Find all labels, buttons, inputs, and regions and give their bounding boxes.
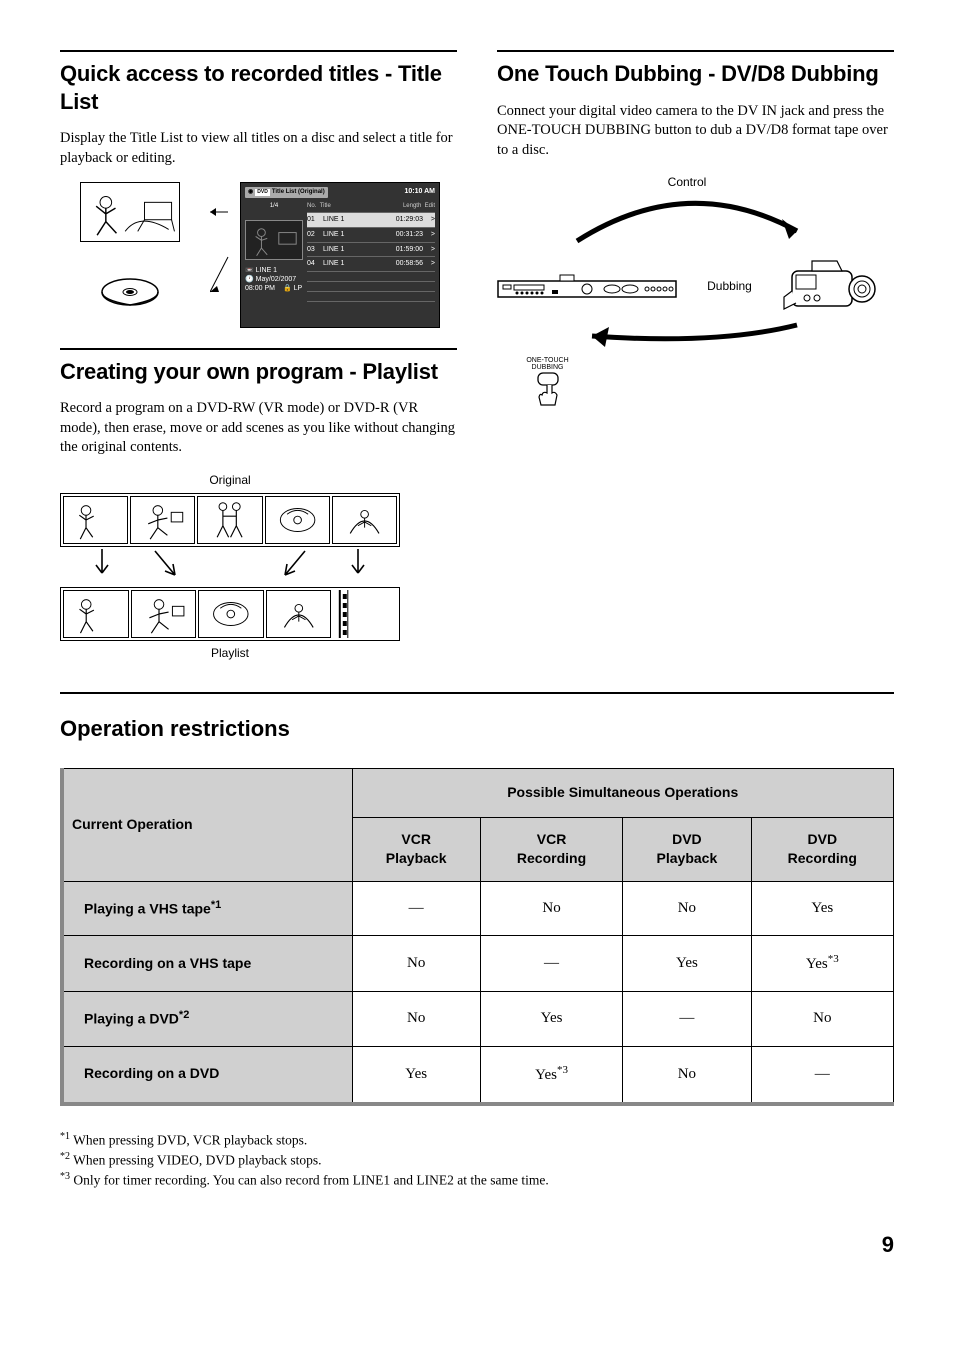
control-label: Control (668, 174, 707, 191)
tl-arrows (210, 182, 230, 328)
tl-badge: ◉ DVD Title List (Original) (245, 187, 328, 197)
rule (60, 692, 894, 694)
table-cell: No (352, 992, 480, 1046)
control-arrow-icon (497, 191, 877, 251)
tl-badge-text: Title List (Original) (272, 188, 325, 196)
title-list-row: 03LINE 101:59:00> (307, 242, 435, 257)
footnote: *1 When pressing DVD, VCR playback stops… (60, 1130, 894, 1150)
footnote: *2 When pressing VIDEO, DVD playback sto… (60, 1150, 894, 1170)
table-cell: Yes*3 (480, 1046, 622, 1104)
tl-table: No. Title Length Edit 01LINE 101:29:03>0… (307, 202, 435, 312)
th-current: Current Operation (62, 769, 352, 882)
right-column: One Touch Dubbing - DV/D8 Dubbing Connec… (497, 50, 894, 682)
dubbing-heading: One Touch Dubbing - DV/D8 Dubbing (497, 60, 894, 88)
top-columns: Quick access to recorded titles - Title … (60, 50, 894, 682)
table-row: Recording on a DVDYesYes*3No— (62, 1046, 894, 1104)
btn-label-2: DUBBING (532, 364, 564, 371)
table-row: Playing a DVD*2NoYes—No (62, 992, 894, 1046)
row-label: Playing a DVD*2 (62, 992, 352, 1046)
row-label: Recording on a DVD (62, 1046, 352, 1104)
tl-left-stack (60, 182, 200, 328)
row-label: Playing a VHS tape*1 (62, 882, 352, 936)
table-cell: Yes*3 (751, 936, 893, 992)
playlist-heading: Creating your own program - Playlist (60, 358, 457, 386)
th-col: VCRPlayback (352, 817, 480, 881)
restrictions-table: Current Operation Possible Simultaneous … (60, 768, 894, 1105)
th-col: DVDPlayback (623, 817, 751, 881)
btn-label-1: ONE-TOUCH (526, 357, 568, 364)
table-cell: — (751, 1046, 893, 1104)
th-col: VCRRecording (480, 817, 622, 881)
disc-small-icon: ◉ (248, 188, 253, 196)
table-cell: No (352, 936, 480, 992)
table-cell: No (751, 992, 893, 1046)
table-cell: — (480, 936, 622, 992)
table-cell: No (623, 1046, 751, 1104)
playlist-strip (60, 587, 400, 641)
press-hand-icon (533, 371, 563, 407)
table-cell: — (352, 882, 480, 936)
table-cell: No (480, 882, 622, 936)
deck-icon (497, 273, 677, 299)
table-cell: — (623, 992, 751, 1046)
tl-time: 10:10 AM (405, 187, 435, 197)
restrictions-heading: Operation restrictions (60, 714, 894, 745)
playlist-figure: Original Playlist (60, 472, 400, 662)
tl-page: 1/4 (245, 202, 303, 210)
th-col: DVDRecording (751, 817, 893, 881)
row-label: Recording on a VHS tape (62, 936, 352, 992)
title-list-row: 01LINE 101:29:03> (307, 212, 435, 227)
table-cell: No (623, 882, 751, 936)
disc-icon (100, 262, 160, 322)
dubbing-label: Dubbing (707, 278, 752, 295)
dubbing-figure: Control Dubbing (497, 174, 877, 407)
title-list-screen: ◉ DVD Title List (Original) 10:10 AM 1/4… (240, 182, 440, 328)
one-touch-button-figure: ONE-TOUCH DUBBING (525, 357, 570, 407)
table-cell: Yes (480, 992, 622, 1046)
table-row: Playing a VHS tape*1—NoNoYes (62, 882, 894, 936)
tl-thumb-image (80, 182, 180, 242)
table-row: Recording on a VHS tapeNo—YesYes*3 (62, 936, 894, 992)
rule (497, 50, 894, 52)
th-possible: Possible Simultaneous Operations (352, 769, 894, 818)
table-cell: Yes (352, 1046, 480, 1104)
table-cell: Yes (751, 882, 893, 936)
dubbing-arrow-icon (497, 321, 877, 351)
tl-preview-frame (245, 220, 303, 260)
title-list-figure: ◉ DVD Title List (Original) 10:10 AM 1/4… (60, 182, 440, 328)
table-cell: Yes (623, 936, 751, 992)
original-strip (60, 493, 400, 547)
tl-meta: 📼 LINE 1 🕐 May/02/2007 08:00 PM 🔒 LP (245, 266, 303, 293)
title-list-heading: Quick access to recorded titles - Title … (60, 60, 457, 115)
title-list-body: Display the Title List to view all title… (60, 129, 457, 168)
left-column: Quick access to recorded titles - Title … (60, 50, 457, 682)
title-list-row: 04LINE 100:58:56> (307, 256, 435, 271)
original-label: Original (60, 472, 400, 489)
playlist-body: Record a program on a DVD-RW (VR mode) o… (60, 399, 457, 458)
footnote: *3 Only for timer recording. You can als… (60, 1170, 894, 1190)
footnotes: *1 When pressing DVD, VCR playback stops… (60, 1130, 894, 1190)
dubbing-body: Connect your digital video camera to the… (497, 102, 894, 161)
title-list-row: 02LINE 100:31:23> (307, 227, 435, 242)
reorder-arrows (60, 547, 400, 581)
playlist-label: Playlist (60, 645, 400, 662)
camcorder-icon (782, 251, 877, 321)
rule (60, 348, 457, 350)
page-number: 9 (60, 1230, 894, 1261)
rule (60, 50, 457, 52)
